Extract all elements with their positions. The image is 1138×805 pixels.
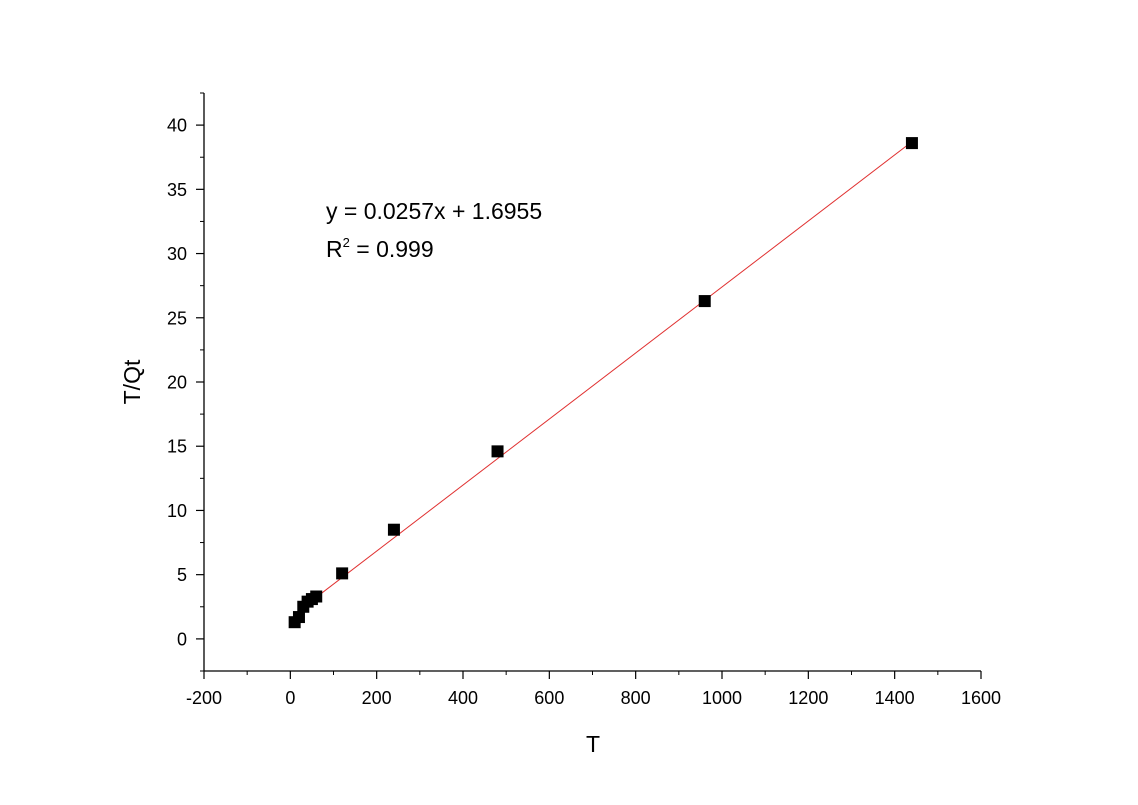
y-tick-label: 0 [177,629,187,649]
y-tick-label: 35 [167,180,187,200]
data-points [288,137,918,629]
y-axis-title: T/Qt [119,359,145,404]
y-tick-label: 25 [167,308,187,328]
y-axis-ticks [196,92,204,672]
data-point [310,590,323,603]
plot-area [203,93,981,672]
data-point [491,445,504,458]
y-tick-label: 40 [167,116,187,136]
data-point [292,611,305,624]
equation-label: y = 0.0257x + 1.6955 [326,198,542,224]
r-squared-value: = 0.999 [350,236,434,262]
x-tick-label: 1600 [961,688,1001,708]
y-tick-label: 5 [177,565,187,585]
data-point [387,523,400,536]
y-tick-label: 10 [167,501,187,521]
y-tick-label: 15 [167,437,187,457]
data-point [698,295,711,308]
y-tick-label: 20 [167,373,187,393]
x-tick-labels: -200 0 200 400 600 800 1000 1200 1400 1600 [186,688,1001,708]
y-tick-labels: 0 5 10 15 20 25 30 35 40 [167,116,187,650]
x-axis-title: T [586,731,600,757]
r-squared-prefix: R [326,236,343,262]
x-tick-label: 1200 [788,688,828,708]
data-point [905,137,918,150]
data-point [336,567,349,580]
x-tick-label: 600 [534,688,564,708]
r-squared-label: R2 = 0.999 [326,235,434,262]
x-axis-ticks [203,671,982,679]
y-tick-label: 30 [167,244,187,264]
x-tick-label: -200 [186,688,222,708]
x-tick-label: 200 [362,688,392,708]
x-tick-label: 0 [285,688,295,708]
x-tick-label: 800 [621,688,651,708]
x-tick-label: 1000 [702,688,742,708]
x-tick-label: 400 [448,688,478,708]
r-squared-superscript: 2 [343,235,350,250]
x-tick-label: 1400 [875,688,915,708]
